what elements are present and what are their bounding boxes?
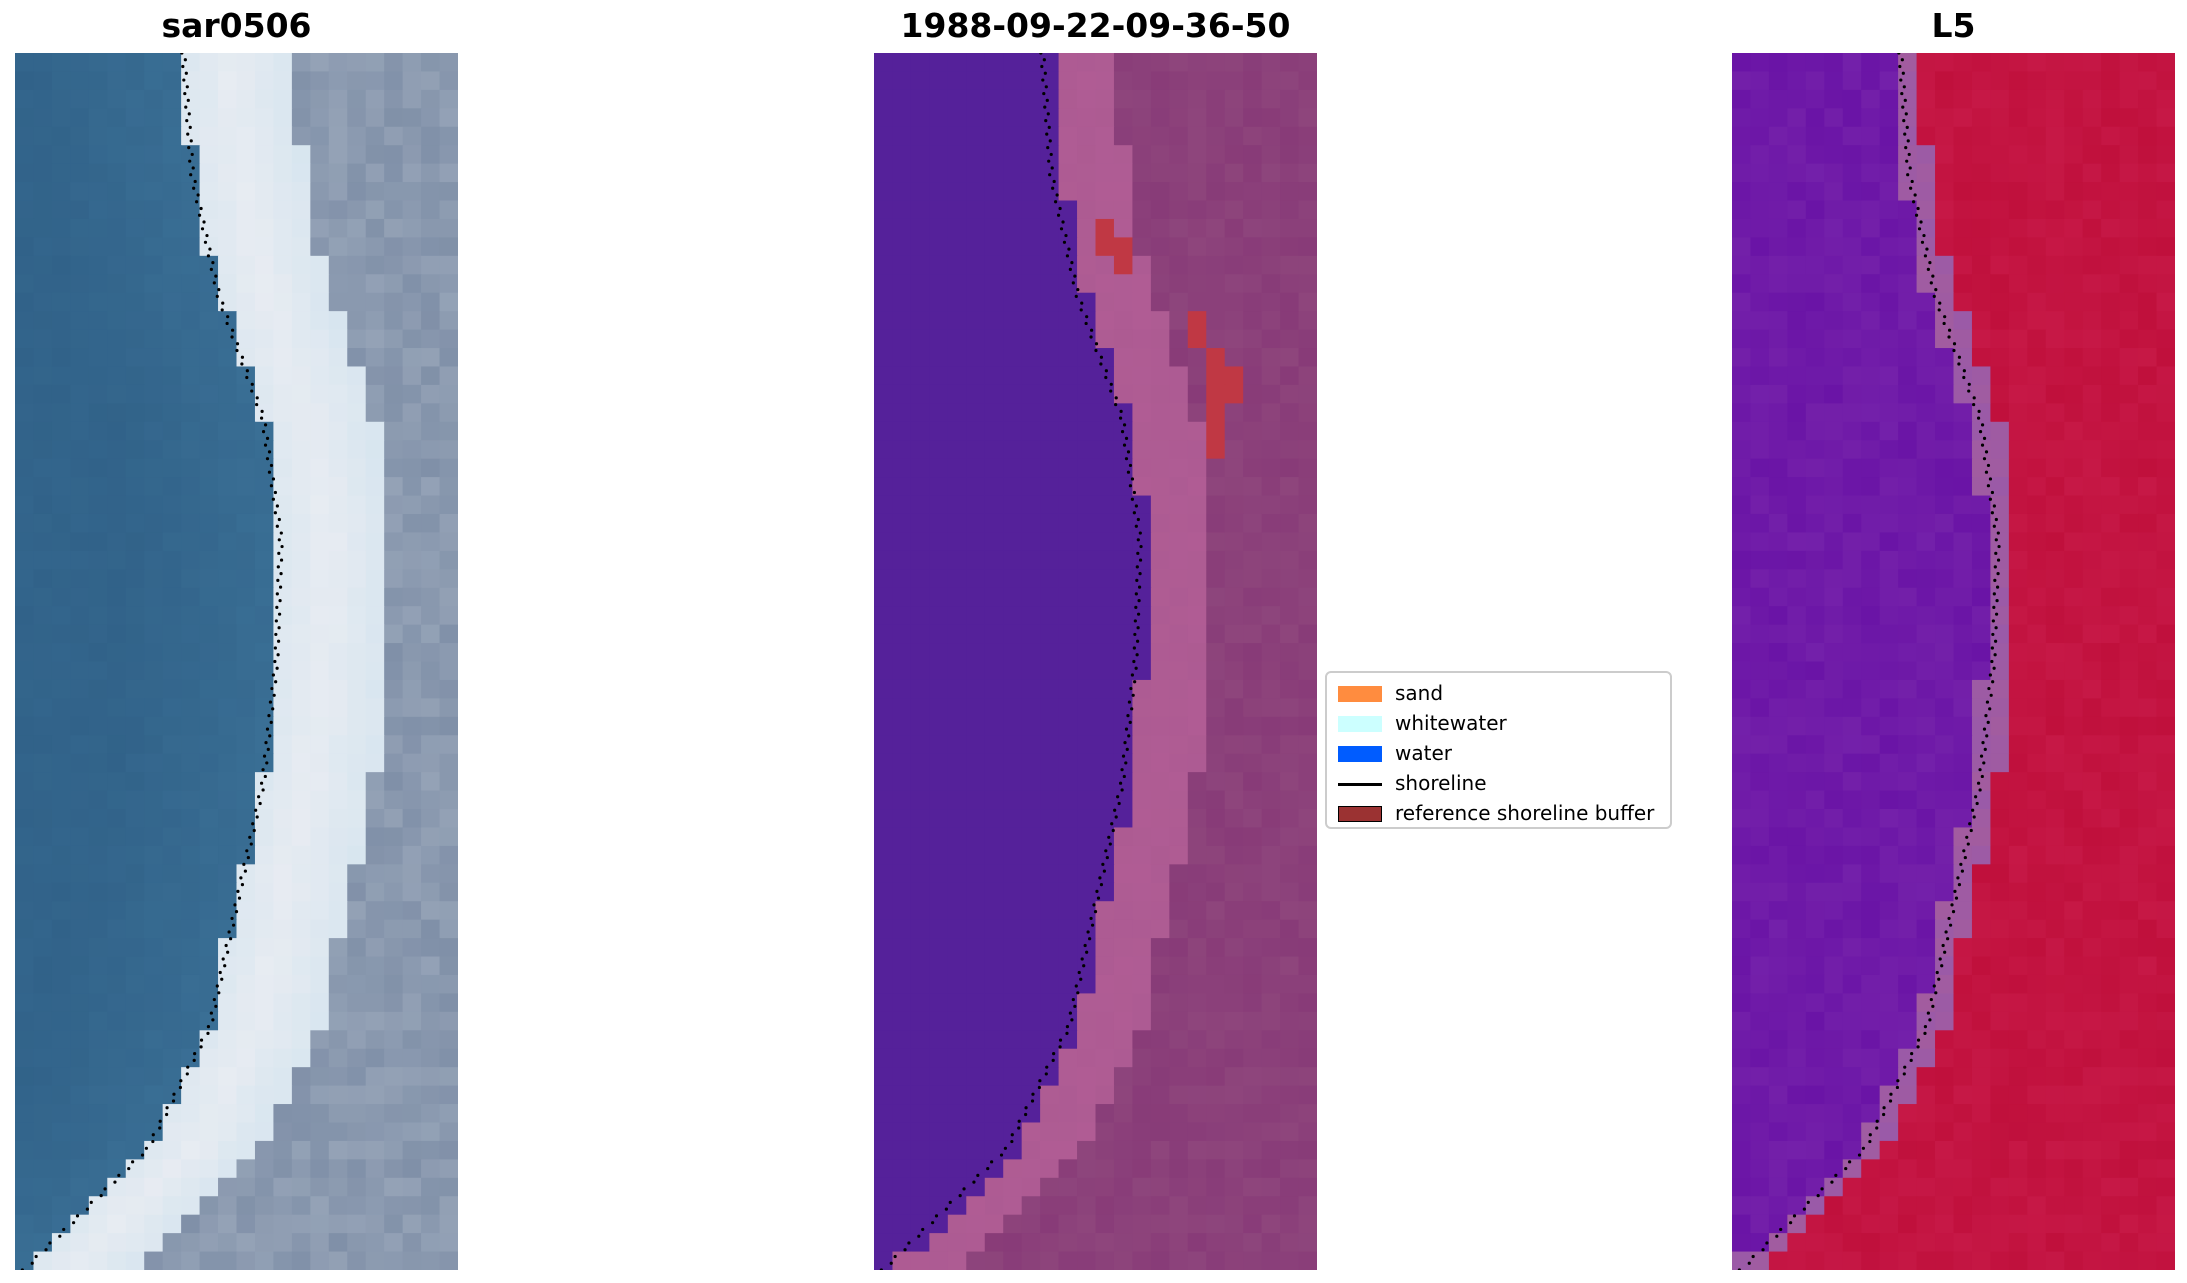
index-image-panel: [1732, 53, 2175, 1270]
legend-label: shoreline: [1395, 771, 1487, 795]
legend-item-reference-buffer: reference shoreline buffer: [1335, 798, 1665, 828]
legend-label: reference shoreline buffer: [1395, 801, 1655, 825]
legend-item-water: water: [1335, 738, 1665, 768]
panel-title-index: L5: [1931, 6, 1976, 45]
legend-item-shoreline: shoreline: [1335, 768, 1665, 798]
legend-item-sand: sand: [1335, 678, 1665, 708]
legend-label: whitewater: [1395, 711, 1507, 735]
reference-buffer-swatch: [1338, 806, 1382, 822]
water-index-image: [1732, 53, 2175, 1270]
rgb-image-panel: [15, 53, 458, 1270]
legend-item-whitewater: whitewater: [1335, 708, 1665, 738]
legend: sand whitewater water shoreline referenc…: [1325, 671, 1672, 829]
classified-image: [874, 53, 1317, 1270]
water-swatch: [1338, 746, 1382, 762]
panel-title-classified: 1988-09-22-09-36-50: [900, 6, 1291, 45]
rgb-satellite-image: [15, 53, 458, 1270]
shoreline-line-swatch: [1338, 783, 1382, 786]
classified-image-panel: [874, 53, 1317, 1270]
panel-title-rgb: sar0506: [161, 6, 312, 45]
legend-label: sand: [1395, 681, 1444, 705]
legend-label: water: [1395, 741, 1452, 765]
sand-swatch: [1338, 686, 1382, 702]
whitewater-swatch: [1338, 716, 1382, 732]
